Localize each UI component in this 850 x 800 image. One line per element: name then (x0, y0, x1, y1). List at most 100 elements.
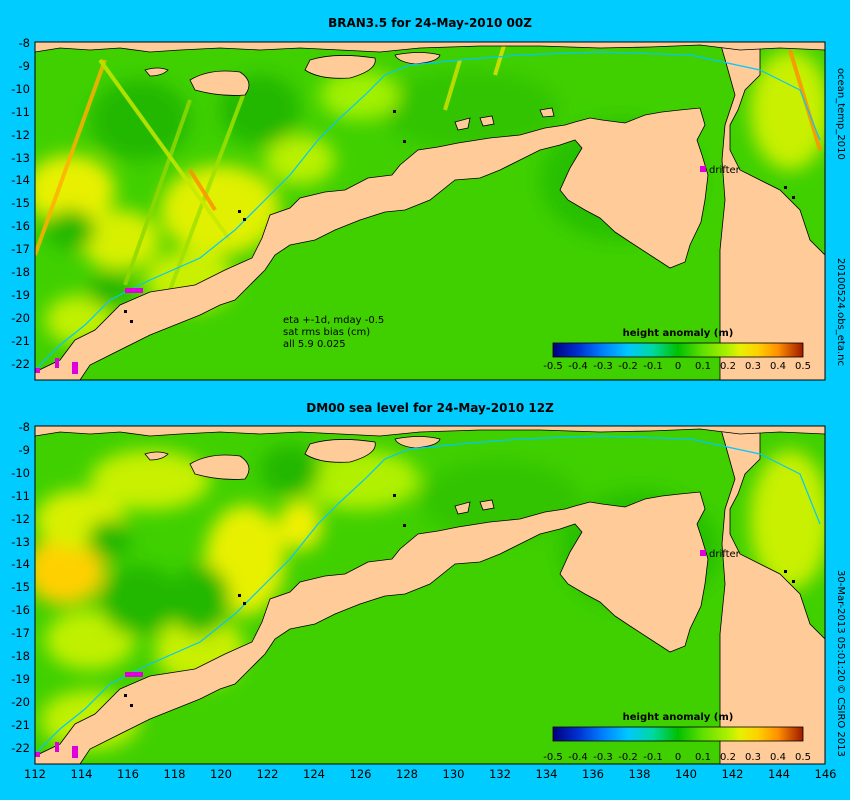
satellite-tracks (35, 42, 822, 291)
colorbar-title: height anomaly (m) (623, 712, 734, 723)
stats-line-1: eta +-1d, mday -0.5 (283, 315, 384, 326)
colorbar-tick-label: -0.3 (593, 752, 613, 763)
y-tick-label: -16 (11, 603, 30, 618)
y-tick-label: -8 (18, 36, 30, 50)
y-tick-label: -10 (11, 465, 30, 480)
x-tick-label: 116 (117, 767, 139, 781)
colorbar-tick-label: -0.4 (568, 752, 588, 763)
x-tick-label: 128 (396, 767, 418, 781)
y-tick-label: -20 (11, 310, 30, 325)
x-tick-label: 126 (349, 767, 372, 781)
y-tick-label: -20 (11, 694, 30, 709)
colorbar-tick-label: -0.3 (593, 361, 613, 372)
colorbar-tick-label: -0.4 (568, 361, 588, 372)
y-tick-label: -21 (11, 717, 30, 732)
x-tick-label: 140 (675, 767, 697, 781)
colorbar-tick-label: 0.4 (770, 752, 786, 763)
x-tick-label: 142 (721, 767, 744, 781)
map-frame (34, 41, 826, 381)
drifter-label: drifter (709, 549, 741, 560)
y-tick-label: -10 (11, 81, 30, 96)
colorbar-tick-label: 0 (675, 752, 681, 763)
y-tick-label: -22 (11, 356, 30, 371)
colorbar-bottom: height anomaly (m) -0.5 -0.4 -0.3 -0.2 -0.1 0… (543, 712, 811, 763)
stats-line-3: all 5.9 0.025 (283, 339, 346, 350)
colorbar-scale (552, 342, 804, 358)
map-panel-top (34, 41, 826, 381)
colorbar-tick-labels: -0.5 -0.4 -0.3 -0.2 -0.1 0 0.1 0.2 0.3 0.4 0.5 (543, 361, 811, 372)
colorbar-tick-label: 0.4 (770, 361, 786, 372)
y-tick-label: -15 (11, 196, 30, 211)
colorbar-tick-label: -0.2 (618, 361, 638, 372)
x-tick-label: 114 (70, 767, 93, 781)
isobath-line (35, 435, 821, 755)
colorbar-title: height anomaly (m) (623, 328, 734, 339)
y-tick-label: -14 (11, 173, 30, 188)
y-tick-label: -8 (18, 420, 30, 434)
y-tick-label: -17 (11, 242, 30, 257)
y-tick-label: -15 (11, 580, 30, 595)
colorbar-top: height anomaly (m) -0.5 -0.4 -0.3 -0.2 -0.1 0… (543, 328, 811, 372)
y-tick-label: -22 (11, 740, 30, 755)
x-tick-label: 124 (303, 767, 325, 781)
colorbar-tick-label: 0.1 (695, 361, 711, 372)
y-tick-label: -9 (18, 58, 30, 73)
colorbar-tick-label: -0.5 (543, 361, 563, 372)
x-tick-label: 118 (163, 767, 186, 781)
y-tick-label: -12 (11, 511, 30, 526)
x-tick-label: 138 (628, 767, 651, 781)
y-tick-label: -11 (11, 488, 30, 503)
y-tick-label: -18 (11, 649, 30, 663)
x-tick-label: 146 (814, 767, 837, 781)
x-tick-label: 122 (256, 767, 279, 781)
y-tick-label: -13 (11, 150, 30, 165)
colorbar-tick-label: -0.1 (643, 361, 663, 372)
colorbar-tick-label: -0.5 (543, 752, 563, 763)
colorbar-tick-label: 0.2 (720, 361, 736, 372)
colorbar-tick-label: 0.2 (720, 752, 736, 763)
y-tick-label: -18 (11, 265, 30, 279)
y-tick-label: -19 (11, 287, 30, 302)
x-tick-label: 134 (535, 767, 558, 781)
stats-line-2: sat rms bias (cm) (283, 327, 370, 338)
colorbar-tick-label: 0.5 (795, 361, 811, 372)
colorbar-tick-label: -0.1 (643, 752, 663, 763)
station-dots (124, 494, 795, 707)
x-tick-label: 144 (768, 767, 790, 781)
drifter-label: drifter (709, 165, 741, 176)
side-label-copyright: © CSIRO 2013 (835, 684, 846, 757)
y-tick-label: -14 (11, 557, 30, 572)
side-label-obs-file: 20100524.obs_eta.nc (835, 258, 846, 366)
drifter-markers (35, 550, 706, 758)
y-tick-label: -11 (11, 104, 30, 119)
side-label-model-file: ocean_temp_2010 (835, 68, 846, 160)
x-tick-label: 132 (489, 767, 511, 781)
isobath-line (35, 51, 821, 371)
colorbar-scale (552, 726, 804, 742)
panel-bottom-title: DM00 sea level for 24-May-2010 12Z (306, 401, 554, 415)
colorbar-tick-labels: -0.5 -0.4 -0.3 -0.2 -0.1 0 0.1 0.2 0.3 0.4 0.5 (543, 752, 811, 763)
x-tick-label: 112 (24, 767, 46, 781)
map-frame (34, 425, 826, 765)
colorbar-tick-label: -0.2 (618, 752, 638, 763)
map-panel-bottom (34, 425, 826, 765)
y-tick-label: -13 (11, 534, 30, 549)
x-tick-label: 136 (582, 767, 604, 781)
y-tick-label: -12 (11, 127, 30, 142)
colorbar-tick-label: 0.3 (745, 752, 761, 763)
y-tick-label: -17 (11, 626, 30, 641)
y-tick-label: -9 (18, 442, 30, 457)
colorbar-tick-label: 0.3 (745, 361, 761, 372)
panel-top-title: BRAN3.5 for 24-May-2010 00Z (328, 16, 532, 30)
station-dots (124, 110, 795, 323)
y-tick-label: -21 (11, 333, 30, 348)
landmass (35, 426, 825, 764)
landmass (35, 42, 825, 380)
colorbar-tick-label: 0.5 (795, 752, 811, 763)
x-tick-label: 130 (442, 767, 465, 781)
colorbar-tick-label: 0.1 (695, 752, 711, 763)
y-tick-label: -19 (11, 671, 30, 686)
drifter-markers (35, 166, 706, 374)
colorbar-tick-label: 0 (675, 361, 681, 372)
